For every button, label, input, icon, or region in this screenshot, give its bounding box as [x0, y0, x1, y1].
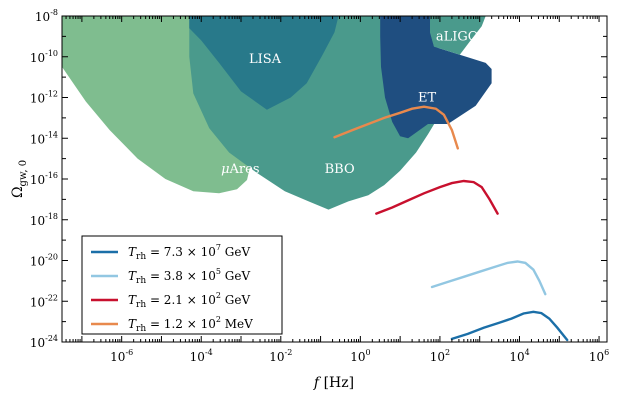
y-tick-label: 10-24 [30, 334, 58, 350]
region-label-aligo: aLIGO [436, 29, 479, 44]
x-tick-label: 100 [350, 348, 370, 364]
legend-label-0: Trh = 7.3 × 107 GeV [128, 243, 250, 262]
legend: Trh = 7.3 × 107 GeV Trh = 3.8 × 105 GeV Tr… [81, 235, 283, 335]
region-lisa [189, 16, 339, 110]
region-aligo [430, 16, 486, 55]
x-axis-unit: [Hz] [324, 375, 355, 391]
legend-label-3: Trh = 1.2 × 102 MeV [128, 315, 253, 334]
y-tick-label: 10-16 [30, 171, 58, 187]
x-tick-label: 10-4 [190, 348, 213, 364]
y-tick-label: 10-10 [30, 49, 58, 65]
y-axis-subscript: gw, 0 [18, 160, 29, 187]
series-line-0 [450, 310, 569, 342]
axis-ticks [62, 15, 607, 343]
region-label-lisa: LISA [249, 52, 282, 67]
series-line-1 [430, 260, 547, 296]
legend-label-1: Trh = 3.8 × 105 GeV [128, 267, 250, 286]
y-axis-label: Ωgw, 0 [10, 160, 29, 198]
y-tick-labels: 10-8 10-10 10-12 10-14 10-16 10-18 10-20 10-22 1… [30, 8, 58, 350]
x-axis-label: f [Hz] [313, 375, 354, 391]
y-tick-label: 10-20 [30, 253, 58, 269]
x-tick-label: 102 [430, 348, 450, 364]
region-label-bbo: BBO [325, 162, 355, 177]
y-tick-label: 10-18 [30, 212, 58, 228]
y-tick-label: 10-8 [35, 8, 58, 24]
y-axis-symbol: Ω [10, 186, 26, 198]
x-tick-label: 10-2 [269, 348, 292, 364]
region-labels: μAres BBO LISA ET aLIGO [221, 29, 479, 177]
x-tick-label: 10-6 [110, 348, 133, 364]
x-tick-label: 106 [589, 348, 609, 364]
y-tick-label: 10-14 [30, 130, 58, 146]
region-label-et: ET [418, 91, 436, 106]
series-line-3 [333, 105, 459, 150]
legend-label-2: Trh = 2.1 × 102 GeV [128, 291, 250, 310]
spectrum-curves [333, 105, 569, 342]
series-line-2 [375, 179, 499, 215]
y-tick-label: 10-12 [30, 90, 58, 106]
y-tick-label: 10-22 [30, 293, 58, 309]
x-tick-label: 104 [509, 348, 529, 364]
x-axis-symbol: f [313, 375, 322, 391]
x-tick-labels: 10-6 10-4 10-2 100 102 104 106 [110, 348, 609, 364]
sensitivity-regions [62, 16, 492, 210]
region-label-ares: μAres [221, 162, 259, 177]
region-et [380, 16, 492, 139]
